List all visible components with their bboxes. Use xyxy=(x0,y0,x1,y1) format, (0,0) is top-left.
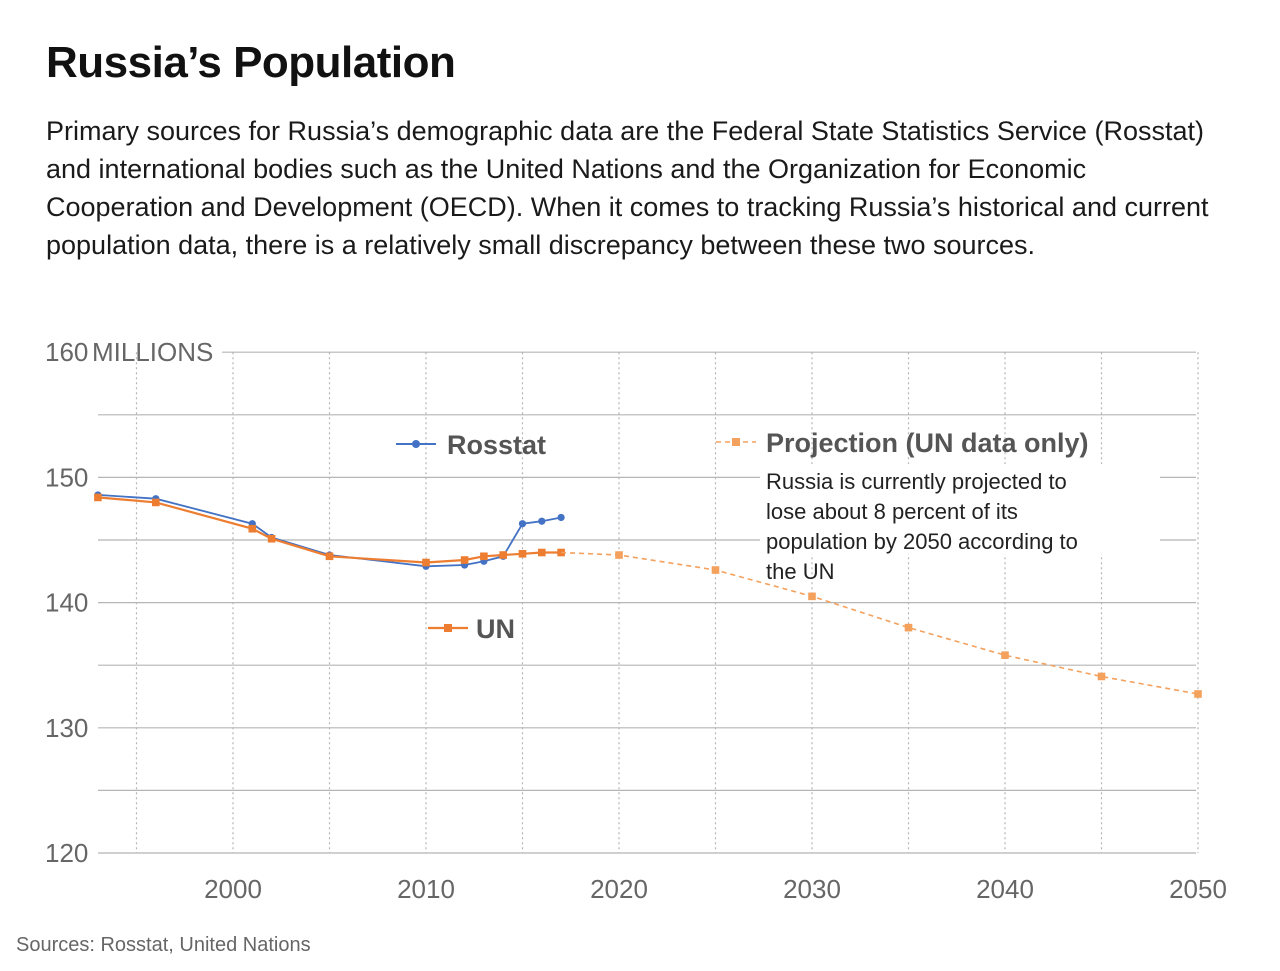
data-point xyxy=(518,549,527,558)
x-tick-label: 2030 xyxy=(783,874,841,904)
data-point xyxy=(808,592,816,601)
chart-subtitle: Primary sources for Russia’s demographic… xyxy=(46,116,1209,260)
legend-rosstat-marker xyxy=(412,440,420,448)
series-line-projection-un-data-only- xyxy=(561,551,1199,695)
data-point xyxy=(248,524,257,533)
data-point xyxy=(460,556,469,564)
data-point xyxy=(325,552,334,561)
data-point xyxy=(94,493,102,502)
data-point xyxy=(152,498,160,507)
y-tick-label: 150 xyxy=(45,462,88,492)
data-point xyxy=(538,517,546,525)
annotation-backdrop xyxy=(760,464,1160,554)
x-tick-label: 2000 xyxy=(204,874,262,904)
x-tick-label: 2040 xyxy=(976,874,1034,904)
y-tick-label: 130 xyxy=(45,713,88,743)
legend-projection-marker xyxy=(732,438,740,446)
y-tick-label: 120 xyxy=(45,838,88,868)
data-point xyxy=(422,558,430,567)
data-point xyxy=(1097,672,1106,681)
data-point xyxy=(711,566,720,574)
data-point xyxy=(557,513,565,522)
legend-un-label: UN xyxy=(476,614,515,644)
x-tick-label: 2020 xyxy=(590,874,648,904)
x-tick-label: 2010 xyxy=(397,874,455,904)
legend-un-marker xyxy=(444,624,452,632)
data-point xyxy=(267,534,276,543)
data-point xyxy=(499,551,507,559)
sources-note: Sources: Rosstat, United Nations xyxy=(16,934,311,956)
legend-projection-label: Projection (UN data only) xyxy=(766,428,1089,458)
y-tick-label: 140 xyxy=(45,588,88,618)
data-point xyxy=(518,520,527,528)
x-tick-label: 2050 xyxy=(1169,874,1227,904)
y-tick-label: 160 xyxy=(45,337,88,367)
data-point xyxy=(615,551,623,559)
data-point xyxy=(1001,651,1009,659)
y-axis-label: MILLIONS xyxy=(92,337,213,367)
chart-title: Russia’s Population xyxy=(46,38,456,87)
projection-annotation: Russia is currently projected to lose abo… xyxy=(766,469,1078,584)
data-point xyxy=(1194,690,1202,698)
legend-rosstat-label: Rosstat xyxy=(447,430,546,460)
data-point xyxy=(904,623,913,632)
data-point xyxy=(480,552,488,561)
population-line-chart: 120 130 140 150 160 MILLIONS 2000 2010 2020 2030 2… xyxy=(45,337,1227,904)
data-point xyxy=(538,548,546,557)
